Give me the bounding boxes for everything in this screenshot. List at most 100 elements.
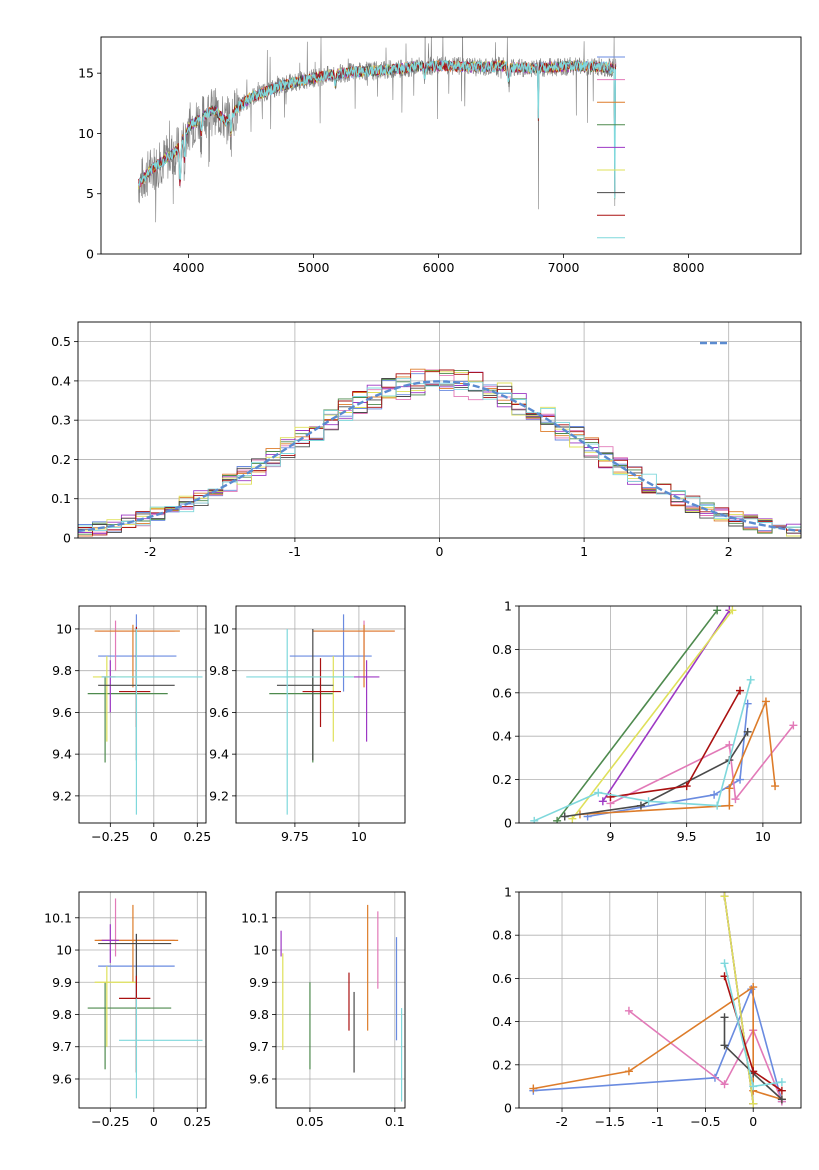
y-tick-label: 0.6 <box>492 971 512 986</box>
y-tick-label: 0.6 <box>492 685 512 700</box>
point-marker <box>710 790 719 799</box>
x-tick-label: 0.05 <box>296 1114 324 1129</box>
ebv_mass-frame <box>275 891 406 1109</box>
weight-series-salpeter-miles <box>606 721 798 808</box>
x-tick-label: 0 <box>150 829 158 844</box>
errorbar-chabrier-miles <box>289 614 372 692</box>
y-tick-label: 10 <box>56 943 72 958</box>
x-tick-label: −1.5 <box>595 1114 625 1129</box>
point-marker <box>749 983 758 992</box>
z_weight-plot: -2 −1.5 -1 −0.5 0 0 0.2 0.4 0.6 0.8 1 <box>492 885 802 1129</box>
x-tick-label: 8000 <box>673 260 705 275</box>
spectrum-frame <box>100 36 802 255</box>
point-marker <box>553 816 562 823</box>
age_weight-plot: 9 9.5 10 0 0.2 0.4 0.6 0.8 1 <box>492 599 802 844</box>
point-marker <box>736 775 745 784</box>
point-marker <box>720 959 729 968</box>
y-tick-label: 9.9 <box>249 975 269 990</box>
point-marker <box>777 1095 786 1104</box>
point-marker <box>644 797 653 806</box>
age_weight-marks <box>519 606 801 823</box>
spectrum-legend <box>597 56 625 239</box>
errorbar-kroupa-stelib <box>119 998 203 1099</box>
z_age-frame <box>78 605 207 824</box>
residuals-plot: -2 -1 0 1 2 0 0.1 0.2 0.3 0.4 0.5 <box>51 321 802 559</box>
spectrum-marks <box>138 37 617 223</box>
point-marker <box>624 1006 633 1015</box>
errorbar-salpeter-miles <box>312 620 395 671</box>
y-tick-label: 9.6 <box>249 1071 269 1086</box>
x-tick-label: 5000 <box>298 260 330 275</box>
y-tick-label: 9.6 <box>209 705 229 720</box>
x-tick-label: 0.25 <box>183 829 211 844</box>
y-tick-label: 1 <box>504 599 512 614</box>
point-marker <box>728 606 737 615</box>
point-marker <box>529 1084 538 1093</box>
x-tick-label: 7000 <box>548 260 580 275</box>
y-tick-label: 9.4 <box>209 747 229 762</box>
point-marker <box>598 797 607 806</box>
y-tick-label: 9.7 <box>249 1039 269 1054</box>
y-tick-label: 9.8 <box>52 1007 72 1022</box>
errorbar-chabrier-elodie <box>87 982 172 1070</box>
errorbar-salpeter-stelib <box>119 975 151 1073</box>
errorbar-chabrier-stelib <box>276 628 334 761</box>
z_weight-frame <box>518 891 802 1109</box>
point-marker <box>761 697 770 706</box>
y-tick-label: 9.8 <box>249 1007 269 1022</box>
y-tick-label: 9.8 <box>209 663 229 678</box>
weight-series-kroupa-miles <box>575 697 780 819</box>
point-marker <box>736 686 745 695</box>
x-tick-label: 0 <box>749 1114 757 1129</box>
y-tick-label: 10.1 <box>44 910 72 925</box>
point-marker <box>777 1086 786 1095</box>
errorbar-kroupa-stelib <box>101 628 203 815</box>
point-marker <box>713 801 722 810</box>
x-tick-label: -1 <box>289 544 301 559</box>
y-tick-label: 0.5 <box>51 334 71 349</box>
point-marker <box>725 801 734 810</box>
errorbar-kroupa-elodie <box>92 656 137 742</box>
point-marker <box>749 1082 758 1091</box>
y-tick-label: 0 <box>86 247 94 262</box>
z_age-marks <box>79 606 206 823</box>
point-marker <box>725 784 734 793</box>
y-tick-label: 0.2 <box>492 1057 512 1072</box>
errorbar-chabrier-elodie <box>87 676 168 763</box>
y-tick-label: 0.8 <box>492 642 512 657</box>
x-tick-label: 9.5 <box>677 829 697 844</box>
hist-salpeter-stelib <box>78 369 801 536</box>
y-tick-label: 10.1 <box>241 910 269 925</box>
point-marker <box>731 795 740 804</box>
y-tick-label: 9.2 <box>209 788 229 803</box>
x-tick-label: 0.25 <box>183 1114 211 1129</box>
errorbar-chabrier-elodie <box>269 676 334 763</box>
y-tick-label: 0.2 <box>492 772 512 787</box>
y-tick-label: 0.4 <box>51 373 71 388</box>
mass_age-frame <box>235 605 406 824</box>
residuals-frame <box>77 321 802 539</box>
errorbar-salpeter-elodie <box>353 660 380 742</box>
y-tick-label: 0 <box>504 1101 512 1116</box>
y-tick-label: 9.9 <box>52 975 72 990</box>
weight-series-kroupa-elodie <box>720 892 758 1108</box>
weight-series-kroupa-miles <box>529 983 786 1104</box>
x-tick-label: 0 <box>150 1114 158 1129</box>
residuals-marks <box>78 322 801 538</box>
point-marker <box>749 1067 758 1076</box>
y-tick-label: 0.4 <box>492 1014 512 1029</box>
weight-series-chabrier-stelib <box>720 1013 786 1104</box>
y-tick-label: 0.8 <box>492 928 512 943</box>
point-marker <box>749 1099 758 1108</box>
point-marker <box>624 1067 633 1076</box>
z_mass-plot: −0.25 0 0.25 9.6 9.7 9.8 9.9 10 10.1 <box>44 891 211 1129</box>
z_weight-marks <box>519 892 801 1108</box>
y-tick-label: 0 <box>63 531 71 546</box>
point-marker <box>594 788 603 797</box>
series-observed-spectrum <box>138 37 617 223</box>
ebv_mass-plot: 0.05 0.1 9.6 9.7 9.8 9.9 10 10.1 <box>241 891 406 1129</box>
point-marker <box>560 812 569 821</box>
y-tick-label: 9.6 <box>52 705 72 720</box>
normal-curve <box>78 380 801 533</box>
